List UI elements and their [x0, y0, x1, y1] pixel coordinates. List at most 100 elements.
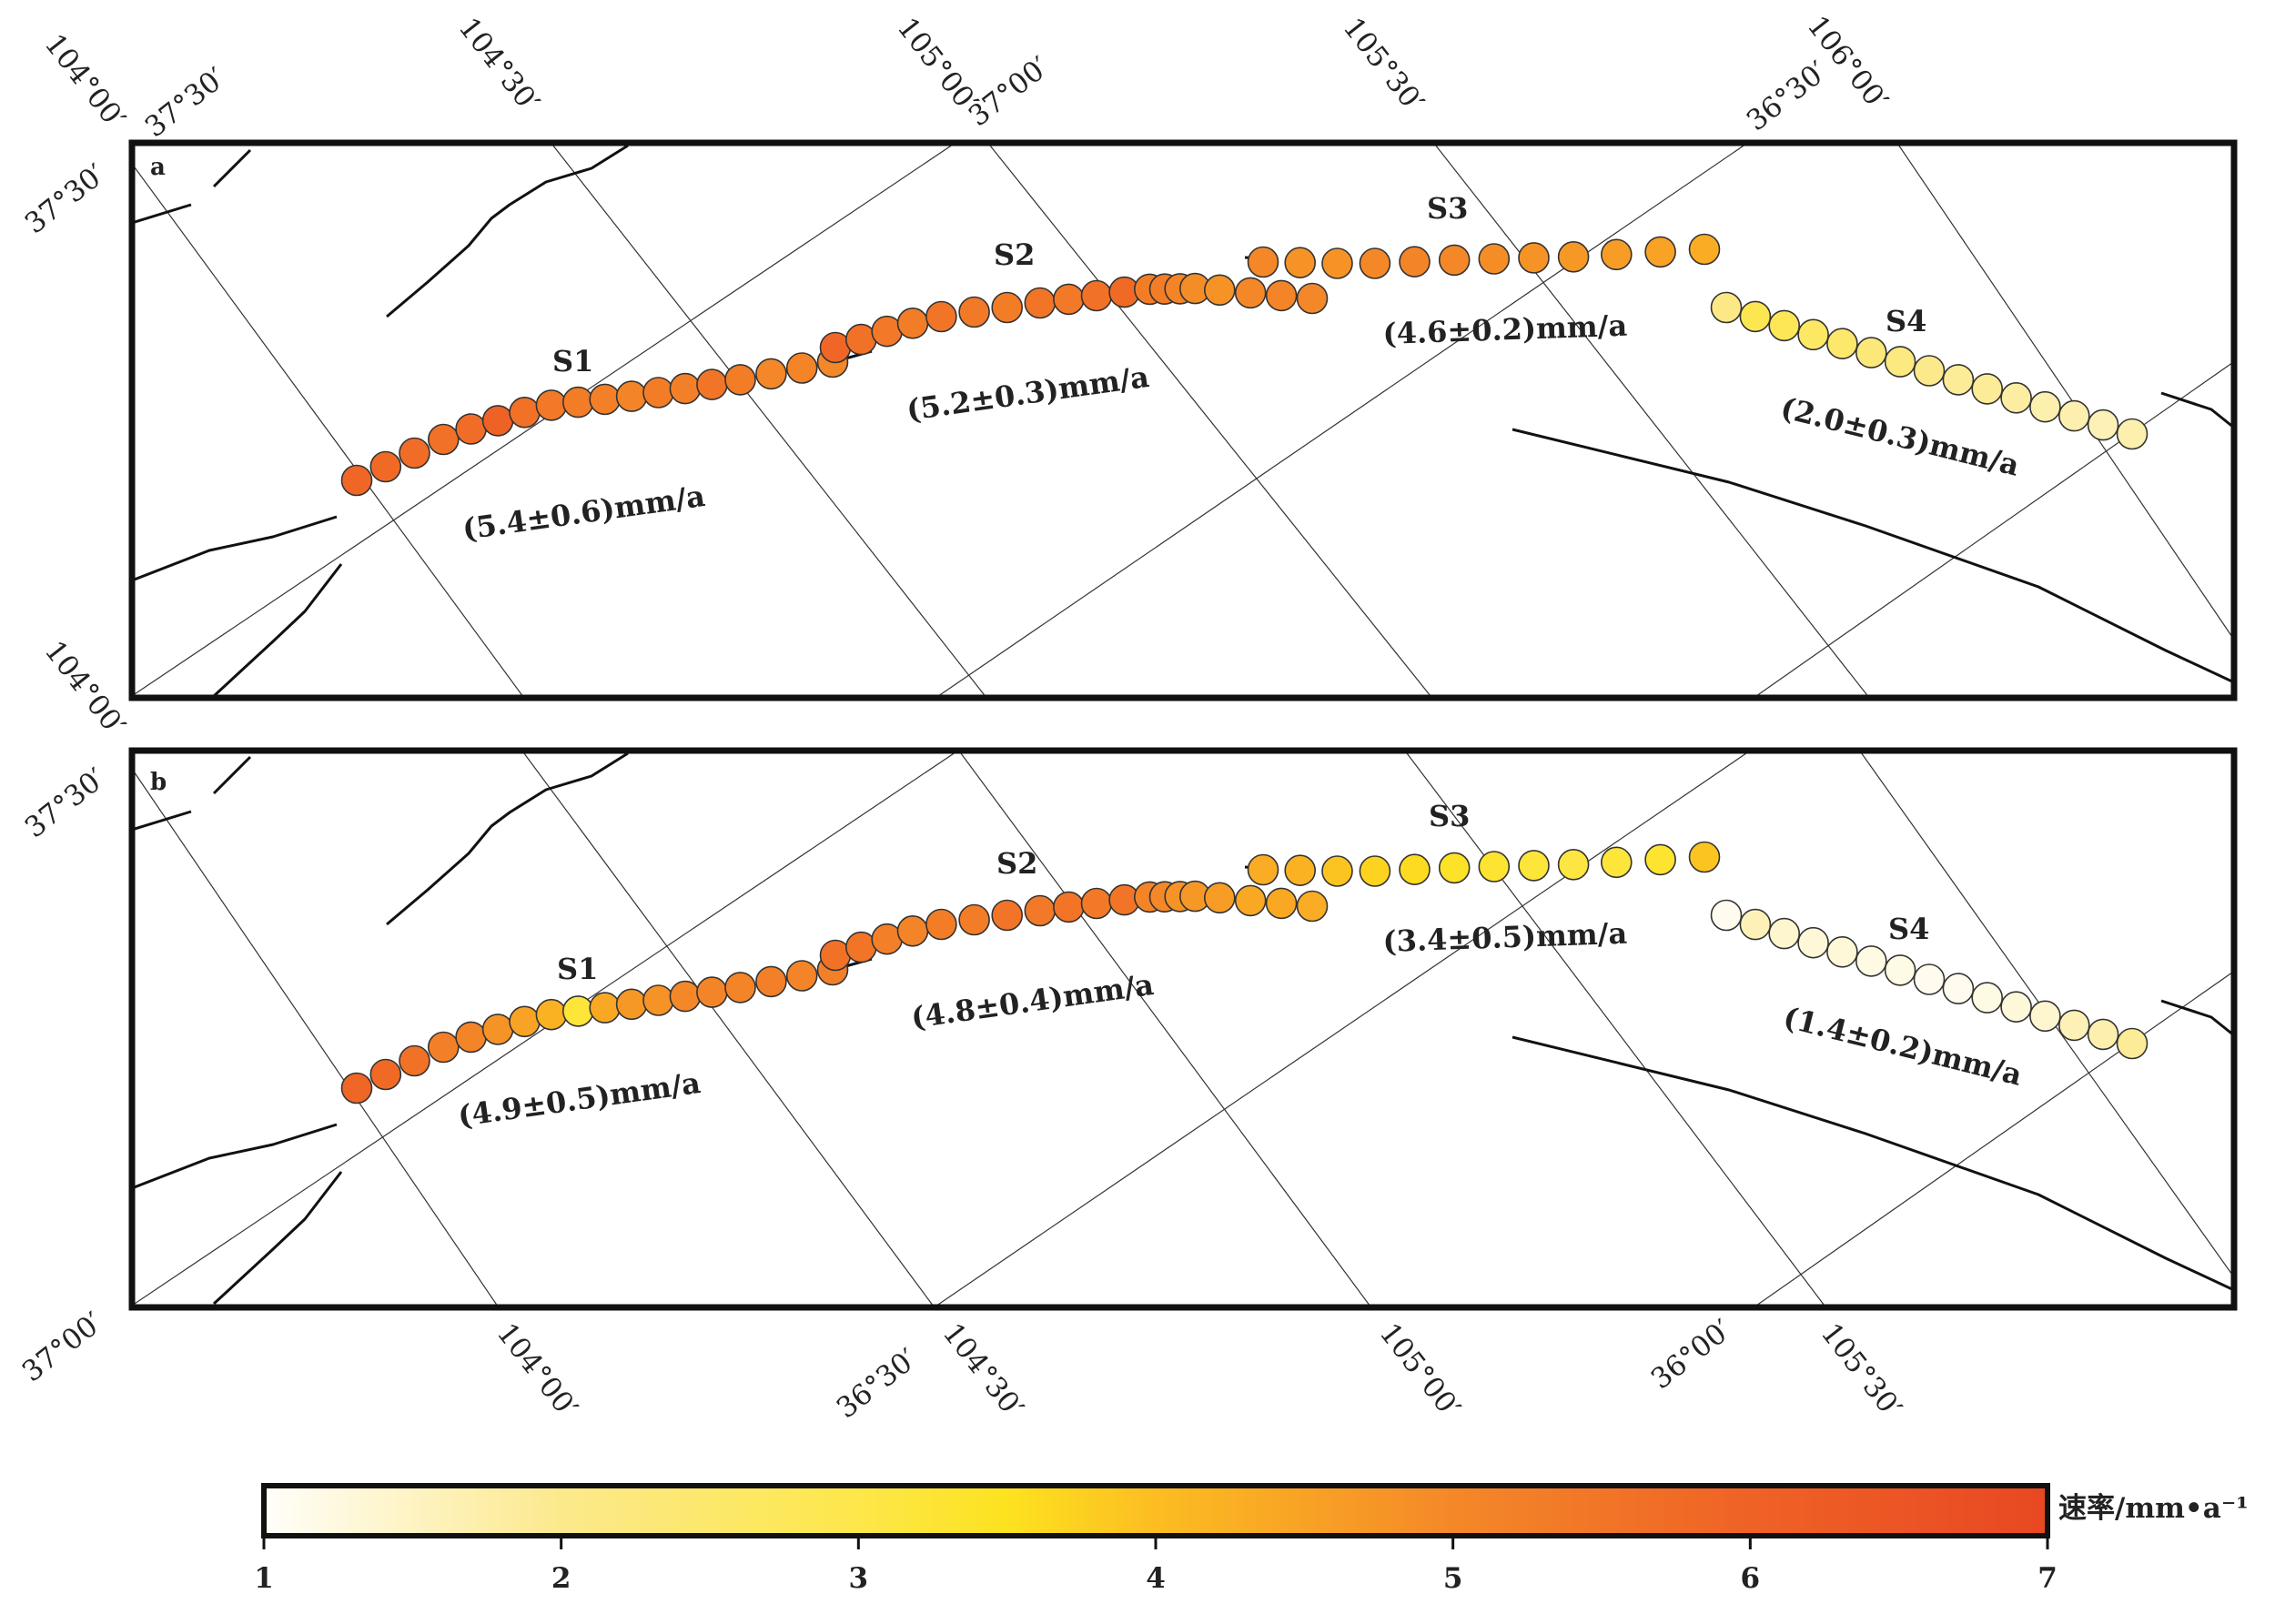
panel-b-s1-name: S1 [557, 952, 598, 986]
velocity-point [589, 992, 622, 1024]
velocity-point [724, 972, 756, 1004]
panel-a-points [340, 233, 2149, 497]
grid-label-a-top-5: 105°30′ [1337, 12, 1431, 119]
velocity-point [1080, 887, 1113, 920]
velocity-point [896, 307, 929, 339]
velocity-point [696, 368, 728, 400]
panel-a-segment-labels: S1 S2 S3 S4 (5.4±0.6)mm/a (5.2±0.3)mm/a … [460, 191, 2023, 547]
velocity-point [1204, 882, 1236, 914]
velocity-point [2116, 1027, 2149, 1060]
velocity-point [896, 914, 929, 947]
velocity-point [535, 389, 568, 421]
velocity-point [1644, 843, 1676, 876]
panel-b-segment-labels: S1 S2 S3 S4 (4.9±0.5)mm/a (4.8±0.4)mm/a … [456, 799, 2026, 1134]
velocity-point [2116, 418, 2149, 450]
panel-a-frame [128, 139, 2238, 701]
velocity-point [1478, 243, 1511, 275]
velocity-point [785, 960, 818, 992]
velocity-point [1284, 854, 1316, 887]
grid-label-a-left-0: 37°30′ [19, 157, 112, 240]
panel-b-s2-name: S2 [996, 846, 1037, 881]
panel-b-s4-rate: (1.4±0.2)mm/a [1780, 1000, 2026, 1093]
colorbar: 1 2 3 4 5 6 7 速率/mm•a⁻¹ [254, 1483, 2249, 1595]
velocity-point [1399, 853, 1431, 886]
velocity-point [1518, 850, 1550, 882]
velocity-point [696, 976, 728, 1008]
velocity-point [340, 464, 373, 497]
panel-a-label: a [150, 154, 166, 181]
panel-b-points [340, 841, 2149, 1105]
velocity-point [1438, 244, 1471, 277]
velocity-point [669, 372, 702, 405]
velocity-point [1296, 890, 1329, 923]
velocity-point [1284, 247, 1316, 279]
velocity-point [1710, 899, 1743, 932]
velocity-point [1296, 282, 1329, 315]
colorbar-tick-label: 4 [1146, 1562, 1166, 1595]
velocity-point [1688, 233, 1721, 266]
velocity-point [2029, 390, 2061, 423]
velocity-point [455, 413, 487, 445]
velocity-point [1053, 891, 1085, 923]
panel-a-s1-rate: (5.4±0.6)mm/a [460, 479, 707, 547]
grid-label-a-top-6: 36°30′ [1741, 55, 1834, 137]
velocity-point [2087, 1018, 2119, 1051]
panel-b-label: b [150, 769, 167, 796]
velocity-point [1247, 853, 1279, 886]
velocity-point [755, 965, 787, 998]
velocity-point [1601, 238, 1633, 271]
panel-b-s2-rate: (4.8±0.4)mm/a [909, 967, 1156, 1035]
panel-a-s3-rate: (4.6±0.2)mm/a [1382, 308, 1628, 351]
panel-b-content [132, 751, 2234, 1307]
velocity-point [427, 1031, 460, 1064]
grid-label-b-left-1: 37°00′ [16, 1306, 109, 1388]
velocity-point [369, 450, 402, 483]
panel-b-grid-labels-left: 37°30′ 37°00′ [16, 762, 112, 1388]
panel-a-content [132, 143, 2234, 698]
grid-label-b-left-0: 37°30′ [19, 762, 112, 844]
velocity-point [427, 423, 460, 456]
velocity-point [1768, 309, 1800, 342]
velocity-point [1971, 373, 2003, 405]
velocity-point [642, 984, 674, 1016]
panel-a-s4-name: S4 [1886, 304, 1926, 338]
velocity-point [509, 1005, 541, 1038]
panel-b: b S1 S2 S3 S4 (4.9±0.5)mm/a (4.8±0.4)mm/… [16, 747, 2238, 1425]
velocity-point [1855, 945, 1887, 977]
velocity-point [2029, 1000, 2061, 1033]
velocity-point [481, 405, 514, 437]
velocity-point [1053, 283, 1085, 316]
velocity-point [1942, 364, 1975, 396]
velocity-point [561, 386, 594, 419]
grid-label-b-bottom-1: 36°30′ [831, 1342, 924, 1425]
velocity-point [1359, 855, 1391, 887]
velocity-point [1438, 852, 1471, 884]
panel-b-s4-name: S4 [1888, 912, 1929, 946]
panel-b-frame [128, 747, 2238, 1311]
velocity-point [1265, 887, 1298, 920]
velocity-point [958, 903, 990, 936]
panel-a-s2-name: S2 [994, 237, 1035, 272]
velocity-point [1688, 841, 1721, 873]
velocity-point [1913, 963, 1946, 995]
velocity-point [340, 1072, 373, 1105]
colorbar-tick-label: 1 [254, 1562, 274, 1595]
panel-a-grid-labels-left: 37°30′ 104°00′ [19, 157, 132, 741]
velocity-point [1855, 337, 1887, 368]
velocity-point [1884, 954, 1916, 986]
velocity-point [561, 995, 594, 1027]
velocity-point [1971, 982, 2003, 1014]
grid-label-a-top-2: 104°30′ [452, 12, 546, 119]
grid-label-b-bottom-3: 105°00′ [1373, 1317, 1467, 1425]
panel-a-grid-labels-top: 104°00′ 37°30′ 104°30′ 105°00′ 37°00′ 10… [38, 10, 1895, 145]
grid-label-a-top-1: 37°30′ [139, 61, 232, 144]
velocity-point [1826, 328, 1858, 360]
colorbar-tick-label: 3 [849, 1562, 869, 1595]
velocity-point [2087, 409, 2119, 441]
velocity-point [2058, 1009, 2090, 1042]
panel-b-faults [132, 751, 2234, 1306]
velocity-point [2058, 399, 2090, 432]
velocity-point [1024, 287, 1057, 319]
panel-b-s1-rate: (4.9±0.5)mm/a [456, 1065, 703, 1134]
velocity-point [1234, 884, 1267, 917]
